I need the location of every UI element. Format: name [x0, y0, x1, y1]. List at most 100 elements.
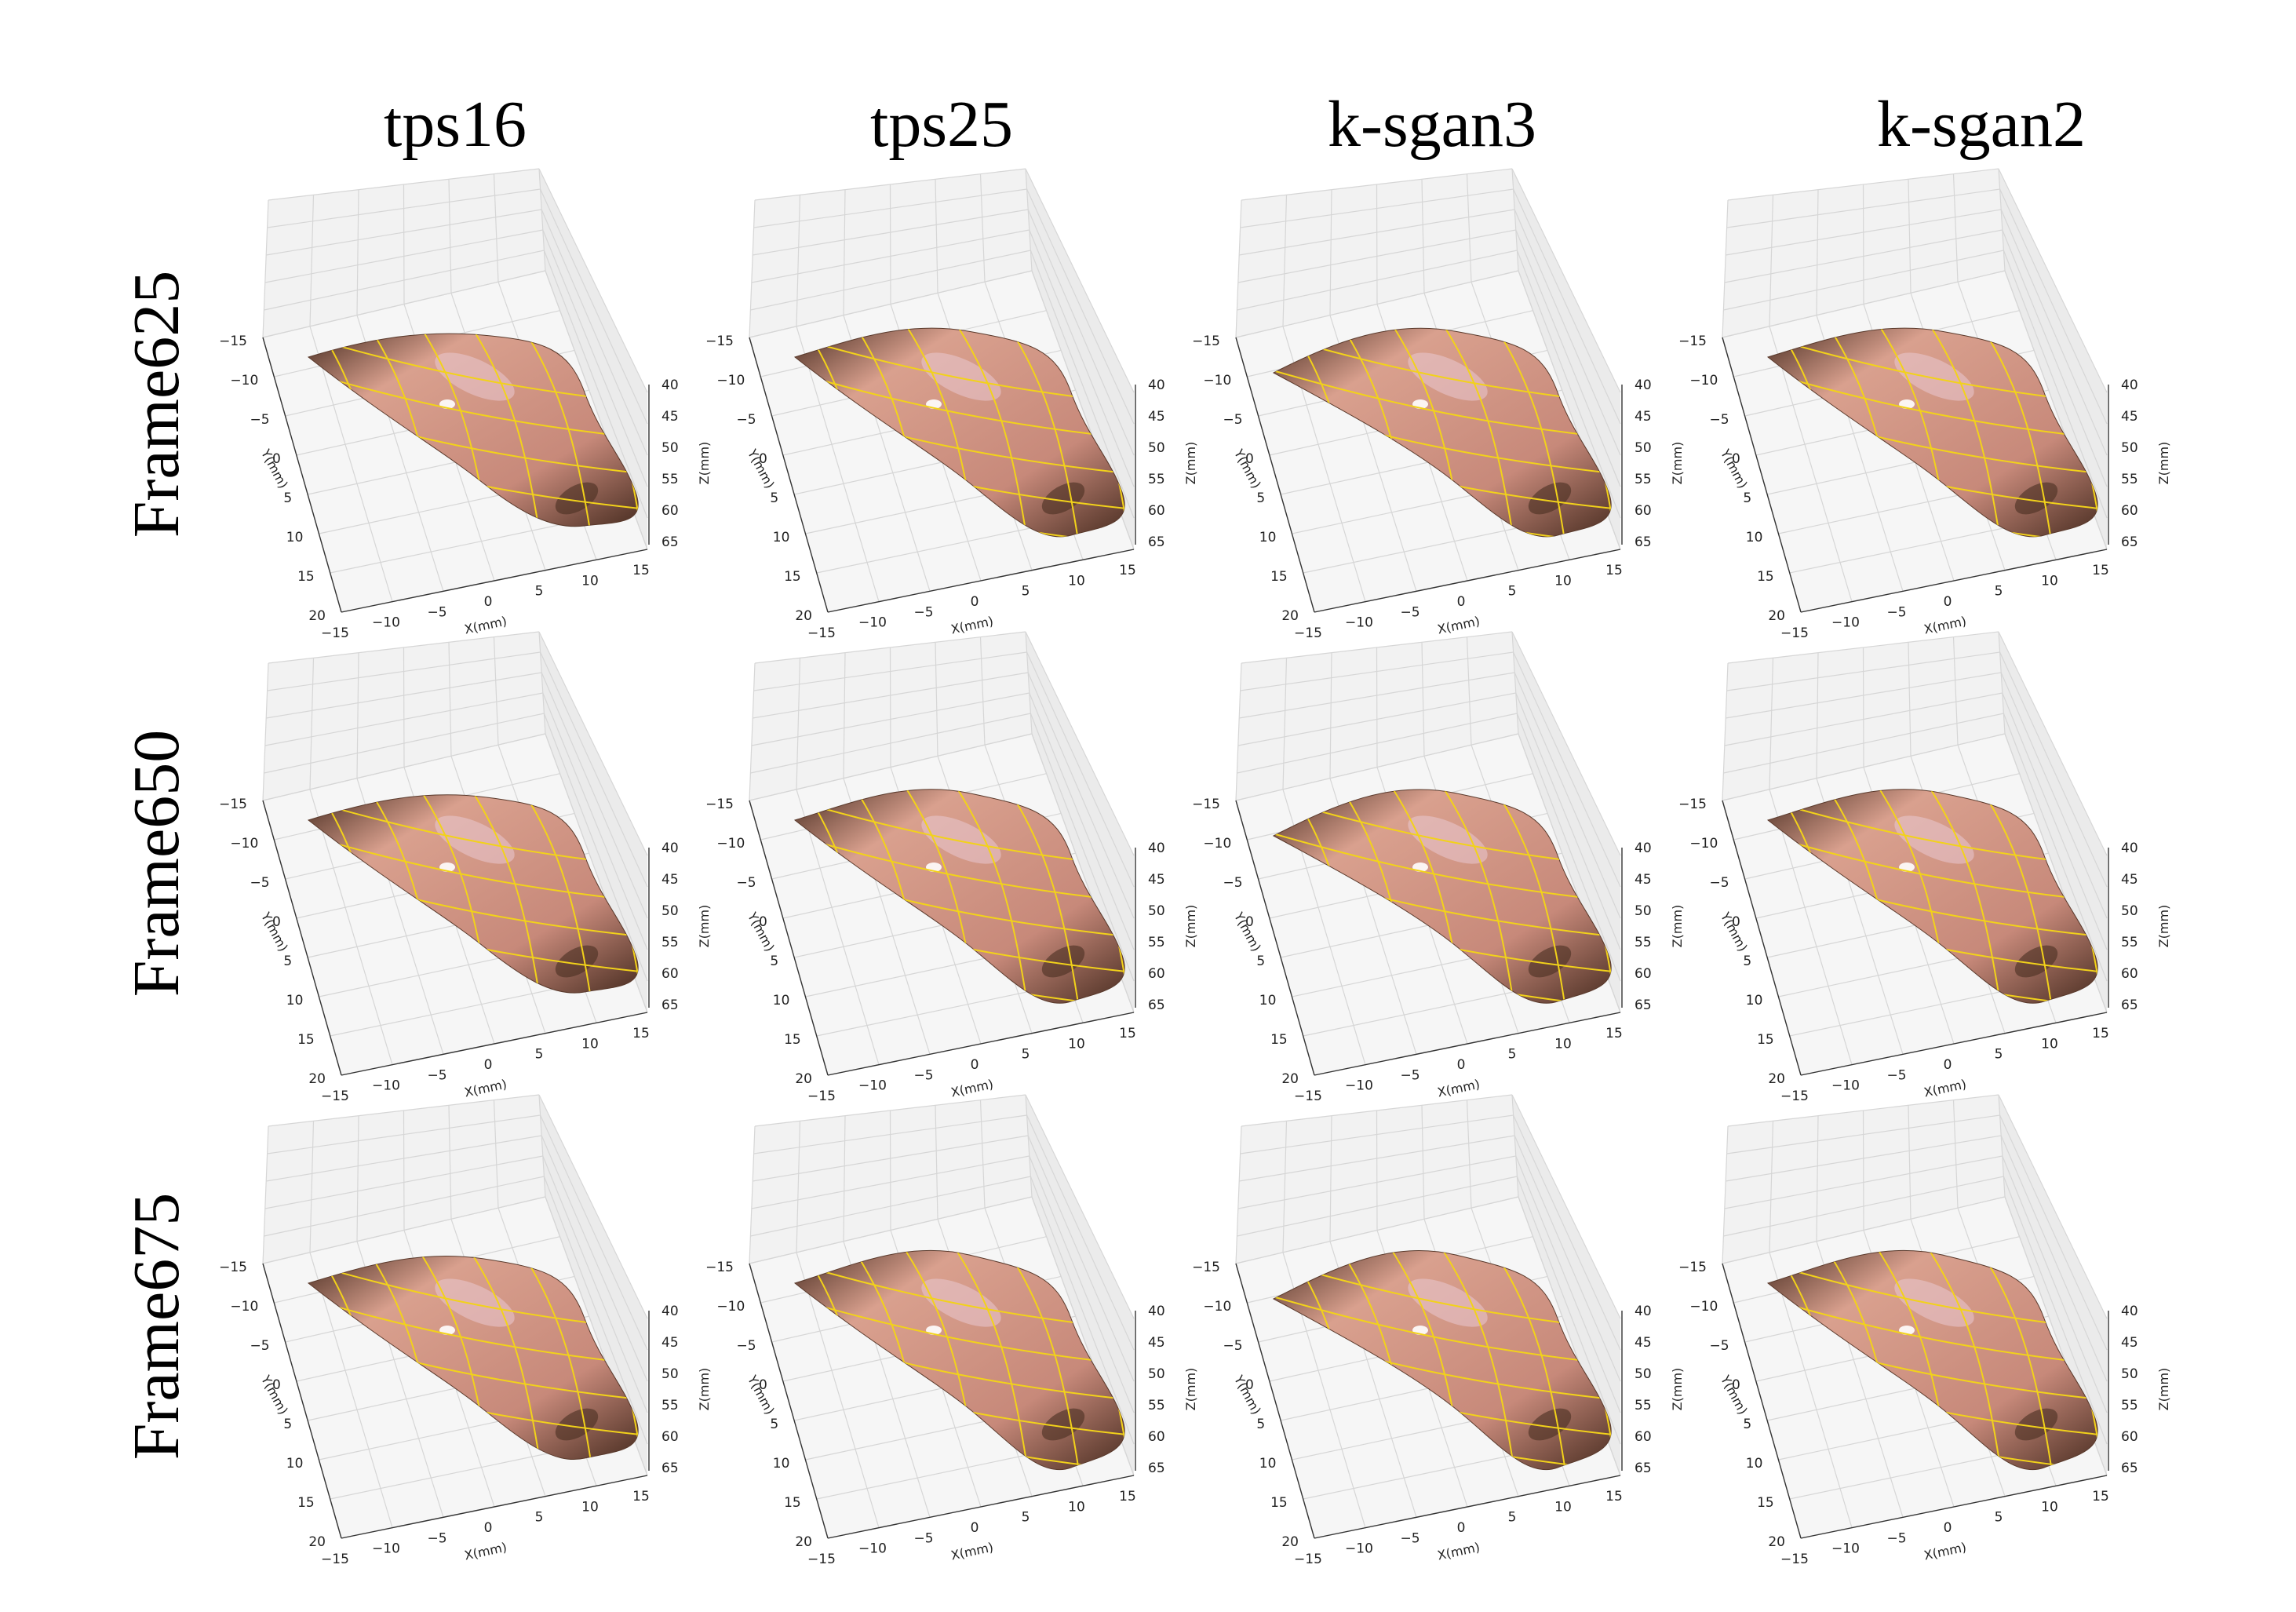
- z-tick-label: 45: [1635, 409, 1652, 425]
- y-tick-label: 15: [1270, 1495, 1288, 1511]
- y-tick-label: −10: [1203, 836, 1231, 852]
- z-tick-label: 40: [1635, 841, 1652, 856]
- z-tick-label: 50: [661, 440, 679, 456]
- y-tick-label: −5: [1223, 412, 1243, 428]
- x-tick-label: 15: [632, 563, 650, 578]
- x-tick-label: 0: [971, 1520, 979, 1536]
- x-tick-label: −15: [1780, 625, 1809, 641]
- x-axis-label: X(mm): [949, 1540, 994, 1563]
- surface-plot-frame650-tps16: −15 −10 −5 0 5 10 15 −15 −10 −5 0 5 10 15 20 40 45 50 55 60…: [219, 631, 734, 1104]
- row-title-frame675: Frame675: [120, 1192, 193, 1461]
- x-axis-ticks: −15 −10 −5 0 5 10 15: [1294, 1489, 1623, 1567]
- shadow-region: [2014, 945, 2058, 978]
- z-axis-label: Z(mm): [2156, 442, 2171, 485]
- z-tick-label: 65: [1148, 534, 1165, 550]
- x-tick-label: −5: [1886, 1067, 1906, 1083]
- x-tick-label: 5: [1995, 584, 2003, 600]
- shadow-region: [1041, 1408, 1085, 1441]
- y-axis-ticks: −15 −10 −5 0 5 10 15 20: [1678, 1260, 1785, 1550]
- x-tick-label: −15: [321, 1552, 349, 1567]
- x-tick-label: 5: [1022, 1510, 1030, 1526]
- shadow-region: [1528, 945, 1572, 978]
- x-axis-ticks: −15 −10 −5 0 5 10 15: [321, 1026, 650, 1104]
- y-axis-label: Y(mm): [257, 446, 290, 491]
- z-tick-label: 60: [1635, 503, 1652, 519]
- y-tick-label: −5: [250, 875, 270, 891]
- y-tick-label: 0: [1732, 1377, 1740, 1393]
- y-tick-label: 5: [770, 1417, 778, 1432]
- right-pane: [539, 632, 647, 1012]
- y-tick-label: −15: [219, 334, 247, 349]
- x-axis-ticks: −15 −10 −5 0 5 10 15: [1780, 1026, 2109, 1104]
- y-tick-label: 5: [1743, 1417, 1751, 1432]
- y-axis-label: Y(mm): [1230, 1372, 1263, 1417]
- y-tick-label: −10: [716, 1299, 745, 1315]
- z-axis-ticks: 40 45 50 55 60 65: [2121, 377, 2138, 550]
- x-tick-label: −5: [1400, 604, 1420, 620]
- axes-3d: −15 −10 −5 0 5 10 15 −15 −10 −5 0 5 10 15 20 40 45 50 55 60…: [705, 1094, 1198, 1567]
- z-tick-label: 55: [2121, 935, 2138, 950]
- axes-3d: −15 −10 −5 0 5 10 15 −15 −10 −5 0 5 10 15 20 40 45 50 55 60…: [1678, 631, 2171, 1104]
- y-axis-label: Y(mm): [744, 1372, 777, 1417]
- y-tick-label: 0: [759, 914, 767, 930]
- x-tick-label: 5: [1022, 1047, 1030, 1063]
- y-tick-label: 20: [308, 608, 326, 624]
- y-tick-label: 0: [759, 1377, 767, 1393]
- z-tick-label: 45: [661, 409, 679, 425]
- y-axis-ticks: −15 −10 −5 0 5 10 15 20: [705, 334, 812, 624]
- z-tick-label: 65: [661, 997, 679, 1013]
- y-tick-label: −15: [705, 1260, 734, 1275]
- x-tick-label: −15: [807, 625, 836, 641]
- y-axis-ticks: −15 −10 −5 0 5 10 15 20: [1192, 334, 1299, 624]
- z-axis-label: Z(mm): [1183, 442, 1198, 485]
- z-tick-label: 60: [1148, 966, 1165, 982]
- x-tick-label: 0: [484, 594, 493, 610]
- x-tick-label: 15: [1119, 1489, 1136, 1504]
- x-tick-label: −10: [858, 615, 887, 631]
- z-tick-label: 50: [1148, 1366, 1165, 1382]
- z-tick-label: 65: [1148, 997, 1165, 1013]
- axis-edges: [1235, 1263, 1623, 1539]
- specular-highlight: [435, 352, 515, 401]
- y-tick-label: 20: [795, 1534, 812, 1550]
- y-tick-label: −10: [716, 373, 745, 388]
- right-pane: [1026, 632, 1134, 1012]
- x-axis-label: X(mm): [949, 1077, 994, 1100]
- z-axis-label: Z(mm): [1670, 442, 1685, 485]
- x-tick-label: −10: [1831, 1078, 1860, 1094]
- z-tick-label: 50: [1148, 903, 1165, 919]
- y-axis-ticks: −15 −10 −5 0 5 10 15 20: [219, 1260, 326, 1550]
- y-tick-label: 20: [1768, 608, 1785, 624]
- z-axis-ticks: 40 45 50 55 60 65: [661, 841, 679, 1013]
- z-tick-label: 45: [661, 1335, 679, 1351]
- z-axis-label: Z(mm): [1183, 1368, 1198, 1411]
- z-tick-label: 55: [1635, 472, 1652, 487]
- y-tick-label: −10: [716, 836, 745, 852]
- shadow-region: [555, 482, 599, 515]
- x-tick-label: −5: [1400, 1530, 1420, 1546]
- z-tick-label: 50: [1635, 440, 1652, 456]
- surface-plot-frame650-k-sgan3: −15 −10 −5 0 5 10 15 −15 −10 −5 0 5 10 15 20 40 45 50 55 60…: [1192, 631, 1707, 1104]
- specular-highlight: [921, 1278, 1001, 1327]
- z-tick-label: 55: [1635, 935, 1652, 950]
- y-tick-label: 15: [297, 1495, 315, 1511]
- z-tick-label: 40: [1148, 1304, 1165, 1319]
- y-axis-label: Y(mm): [744, 446, 777, 491]
- y-tick-label: −5: [250, 1338, 270, 1354]
- y-tick-label: −5: [737, 412, 756, 428]
- shadow-region: [1041, 482, 1085, 515]
- surface-plot-frame625-tps16: −15 −10 −5 0 5 10 15 −15 −10 −5 0 5 10 15 20 40 45 50 55 60…: [219, 168, 734, 641]
- x-tick-label: 5: [535, 1047, 544, 1063]
- z-axis-label: Z(mm): [2156, 1368, 2171, 1411]
- y-tick-label: 0: [759, 451, 767, 467]
- y-tick-label: 0: [1245, 1377, 1254, 1393]
- z-tick-label: 40: [1635, 1304, 1652, 1319]
- right-pane: [1512, 632, 1620, 1012]
- y-tick-label: 10: [1259, 530, 1277, 545]
- z-axis-ticks: 40 45 50 55 60 65: [1148, 377, 1165, 550]
- x-axis-ticks: −15 −10 −5 0 5 10 15: [1294, 563, 1623, 641]
- z-axis-ticks: 40 45 50 55 60 65: [1635, 1304, 1652, 1476]
- x-tick-label: 10: [1554, 1036, 1572, 1052]
- x-axis-ticks: −15 −10 −5 0 5 10 15: [1780, 1489, 2109, 1567]
